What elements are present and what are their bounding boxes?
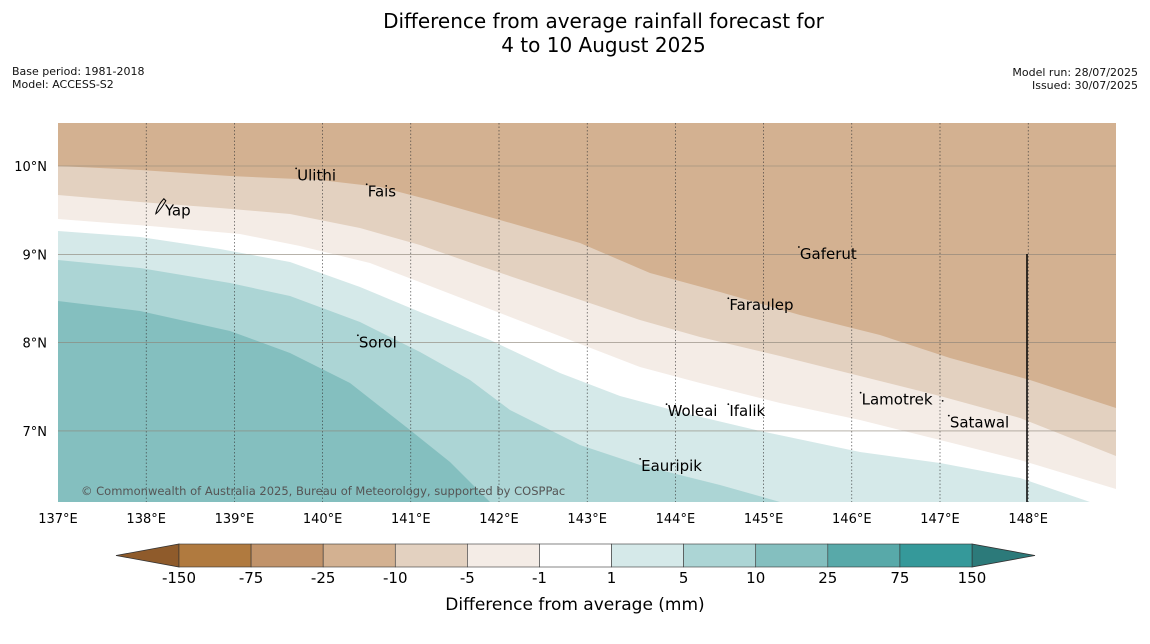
island-woleai: Woleai bbox=[665, 402, 718, 420]
longitude-tick-label: 145°E bbox=[744, 512, 784, 527]
latitude-tick-label: 7°N bbox=[23, 425, 48, 440]
map-gridlines bbox=[58, 123, 1116, 502]
island-marker bbox=[365, 183, 368, 186]
island-eauripik: Eauripik bbox=[639, 457, 702, 475]
island-name: Yap bbox=[164, 202, 191, 220]
colorbar-label: Difference from average (mm) bbox=[445, 595, 704, 615]
island-yap: Yap bbox=[155, 198, 191, 220]
base-period: Base period: 1981-2018 bbox=[12, 65, 145, 78]
island-marker bbox=[295, 167, 298, 170]
yap-island-shape bbox=[155, 198, 167, 215]
longitude-tick-label: 143°E bbox=[567, 512, 607, 527]
island-labels: Yap Ulithi Fais Gaferut Faraulep Sorol Woleai I… bbox=[155, 166, 1009, 475]
island-marker bbox=[727, 403, 730, 406]
longitude-tick-label: 146°E bbox=[832, 512, 872, 527]
title-line-2: 4 to 10 August 2025 bbox=[501, 33, 706, 57]
colorbar-tick-label: 150 bbox=[958, 569, 987, 587]
colorbar-tick-label: 10 bbox=[746, 569, 765, 587]
colorbar-segment bbox=[683, 543, 757, 568]
island-marker bbox=[356, 334, 359, 337]
colorbar-tick-label: -1 bbox=[532, 569, 547, 587]
island-name: Ulithi bbox=[297, 166, 336, 184]
island-gaferut: Gaferut bbox=[797, 245, 857, 263]
island-ifalik: Ifalik bbox=[727, 402, 766, 420]
copyright-notice: © Commonwealth of Australia 2025, Bureau… bbox=[81, 484, 565, 498]
colorbar-segment bbox=[250, 543, 324, 568]
colorbar-segment bbox=[611, 543, 684, 568]
colorbar-tick-label: -75 bbox=[239, 569, 264, 587]
longitude-tick-label: 138°E bbox=[126, 512, 166, 527]
latitude-tick-label: 9°N bbox=[23, 248, 48, 263]
island-lamotrek: Lamotrek bbox=[859, 391, 933, 409]
island-name: Fais bbox=[368, 182, 397, 200]
colorbar-tick-label: -150 bbox=[162, 569, 196, 587]
colorbar-segment bbox=[394, 543, 468, 568]
colorbar-segment bbox=[539, 543, 612, 568]
island-name: Sorol bbox=[359, 333, 397, 351]
island-ulithi: Ulithi bbox=[295, 166, 336, 184]
colorbar: -150 -75 -25 -10 -5 -1 1 5 10 25 75 150 Difference … bbox=[115, 543, 1036, 615]
atoll-marker bbox=[941, 399, 944, 402]
island-name: Ifalik bbox=[729, 402, 765, 420]
longitude-tick-label: 139°E bbox=[215, 512, 255, 527]
issued-date: Issued: 30/07/2025 bbox=[1031, 79, 1138, 92]
island-marker bbox=[639, 458, 642, 460]
island-sorol: Sorol bbox=[356, 333, 397, 351]
island-name: Faraulep bbox=[729, 296, 793, 314]
meta-right: Model run: 28/07/2025 Issued: 30/07/2025 bbox=[1012, 66, 1138, 92]
title-line-1: Difference from average rainfall forecas… bbox=[383, 9, 824, 33]
colorbar-segment bbox=[467, 543, 540, 568]
longitude-tick-label: 144°E bbox=[656, 512, 696, 527]
longitude-ticks: 137°E 138°E 139°E 140°E 141°E 142°E 143°E 144°E… bbox=[38, 512, 1048, 527]
colorbar-tick-label: 5 bbox=[679, 569, 689, 587]
longitude-tick-label: 137°E bbox=[38, 512, 78, 527]
model-run: Model run: 28/07/2025 bbox=[1012, 66, 1138, 79]
island-satawal: Satawal bbox=[947, 414, 1009, 432]
meta-left: Base period: 1981-2018 Model: ACCESS-S2 bbox=[12, 65, 144, 91]
latitude-tick-label: 10°N bbox=[14, 160, 47, 175]
colorbar-over-triangle bbox=[971, 543, 1036, 568]
longitude-tick-label: 142°E bbox=[479, 512, 519, 527]
latitude-ticks: 10°N 9°N 8°N 7°N bbox=[14, 160, 47, 440]
map-area: Yap Ulithi Fais Gaferut Faraulep Sorol Woleai I… bbox=[58, 123, 1116, 502]
island-fais: Fais bbox=[365, 182, 397, 200]
colorbar-tick-label: 1 bbox=[607, 569, 617, 587]
longitude-tick-label: 148°E bbox=[1008, 512, 1048, 527]
colorbar-segment bbox=[322, 543, 396, 568]
model-name: Model: ACCESS-S2 bbox=[12, 78, 114, 91]
chart-title: Difference from average rainfall forecas… bbox=[0, 9, 1150, 57]
island-marker bbox=[727, 297, 730, 300]
colorbar-segment bbox=[827, 543, 901, 568]
colorbar-tick-label: -5 bbox=[460, 569, 475, 587]
colorbar-segment bbox=[178, 543, 252, 568]
island-name: Eauripik bbox=[641, 457, 702, 475]
colorbar-tick-label: 25 bbox=[818, 569, 837, 587]
island-name: Woleai bbox=[668, 402, 718, 420]
island-marker bbox=[859, 391, 862, 394]
band-wet-10 bbox=[58, 301, 490, 502]
island-faraulep: Faraulep bbox=[727, 296, 794, 314]
island-marker bbox=[797, 246, 800, 248]
island-name: Satawal bbox=[950, 414, 1009, 432]
longitude-tick-label: 140°E bbox=[303, 512, 343, 527]
island-name: Gaferut bbox=[800, 245, 857, 263]
colorbar-tick-label: 75 bbox=[890, 569, 909, 587]
colorbar-segment bbox=[755, 543, 829, 568]
island-marker bbox=[947, 414, 950, 417]
colorbar-under-triangle bbox=[115, 543, 180, 568]
colorbar-segment bbox=[899, 543, 973, 568]
latitude-tick-label: 8°N bbox=[23, 337, 48, 352]
colorbar-tick-label: -10 bbox=[383, 569, 408, 587]
longitude-tick-label: 141°E bbox=[391, 512, 431, 527]
colorbar-tick-label: -25 bbox=[311, 569, 336, 587]
island-name: Lamotrek bbox=[862, 391, 933, 409]
longitude-tick-label: 147°E bbox=[920, 512, 960, 527]
island-marker bbox=[665, 403, 668, 406]
